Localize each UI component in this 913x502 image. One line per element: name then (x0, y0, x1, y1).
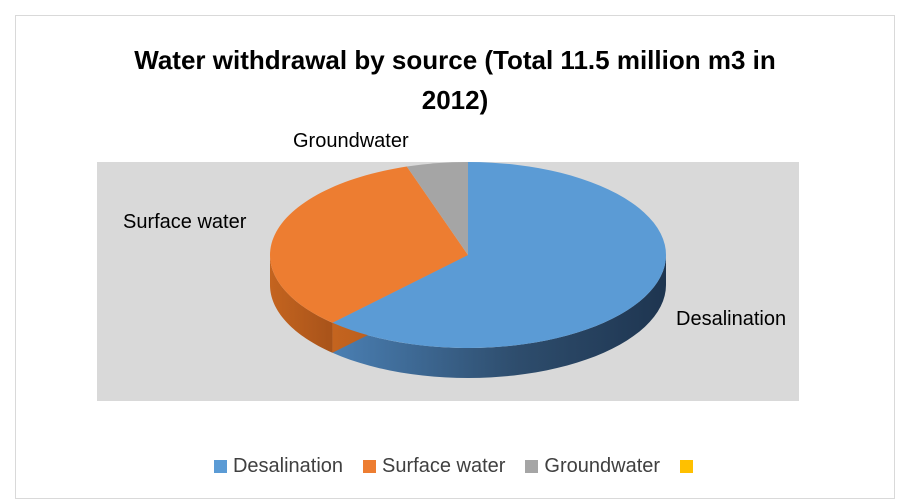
legend-swatch-surface-water (363, 460, 377, 473)
legend-label-groundwater: Groundwater (544, 455, 661, 477)
pie-slice-groundwater (406, 162, 468, 255)
data-label-groundwater: Groundwater (293, 130, 409, 152)
legend-swatch-desalination (213, 460, 227, 473)
legend-item-blank (680, 460, 699, 473)
legend-item-groundwater: Groundwater (525, 455, 660, 478)
pie-side-surface-water (270, 255, 333, 353)
pie-slice-desalination (332, 162, 667, 349)
legend-swatch-blank (680, 460, 694, 473)
chart-title-line-1: Water withdrawal by source (Total 11.5 m… (134, 45, 776, 75)
legend-label-surface-water: Surface water (382, 455, 506, 477)
chart-title: Water withdrawal by source (Total 11.5 m… (15, 40, 895, 120)
pie-slice-surface-water (270, 166, 468, 323)
chart-title-line-2: 2012) (421, 85, 489, 115)
legend-swatch-groundwater (525, 460, 539, 473)
pie-side-desalination (332, 255, 666, 378)
data-label-desalination: Desalination (676, 308, 786, 330)
legend: Desalination Surface water Groundwater (0, 455, 913, 478)
legend-item-surface-water: Surface water (363, 455, 505, 478)
legend-item-desalination: Desalination (213, 455, 344, 478)
data-label-surface-water: Surface water (123, 211, 247, 233)
legend-label-desalination: Desalination (232, 455, 344, 477)
